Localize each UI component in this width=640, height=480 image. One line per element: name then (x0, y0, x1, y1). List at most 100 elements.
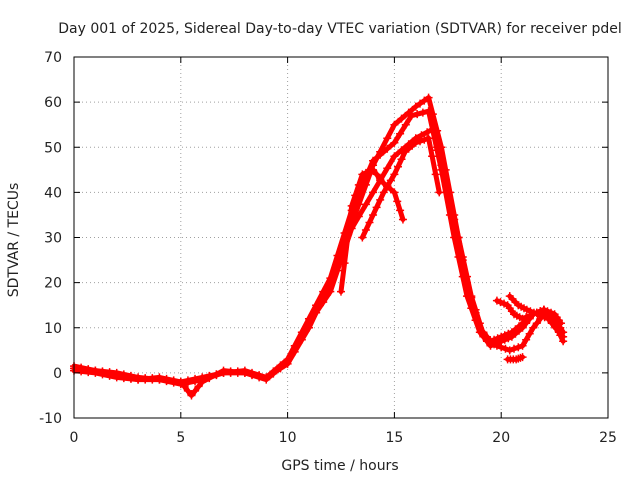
data-point-marker (504, 334, 513, 343)
data-point-marker (304, 319, 313, 328)
data-point-marker (424, 107, 433, 116)
series-track-7 (505, 292, 563, 337)
data-point-marker (337, 287, 345, 296)
data-point-marker (557, 319, 566, 328)
data-point-marker (361, 225, 370, 234)
data-point-marker (376, 174, 385, 183)
data-point-marker (518, 353, 527, 362)
data-point-marker (191, 386, 200, 395)
x-tick-label: 25 (599, 430, 617, 446)
data-point-marker (383, 182, 392, 191)
data-point-marker (155, 373, 164, 382)
data-point-marker (226, 367, 235, 376)
data-point-marker (176, 377, 185, 386)
data-point-marker (212, 370, 221, 379)
data-point-marker (518, 314, 527, 323)
data-point-marker (411, 138, 420, 147)
data-point-marker (411, 102, 420, 111)
data-point-marker (526, 307, 535, 316)
data-point-marker (554, 328, 563, 337)
data-point-marker (525, 329, 534, 338)
data-point-marker (126, 374, 135, 383)
data-point-marker (319, 287, 328, 296)
data-point-marker (397, 155, 406, 164)
data-point-marker (437, 161, 446, 170)
data-point-marker (547, 308, 556, 317)
x-tick-label: 20 (492, 430, 510, 446)
data-point-marker (376, 195, 385, 204)
data-point-marker (383, 144, 392, 153)
data-point-marker (383, 134, 392, 143)
data-point-marker (383, 164, 392, 173)
data-point-marker (416, 99, 425, 108)
data-point-marker (393, 162, 402, 171)
data-point-marker (340, 259, 349, 268)
data-point-marker (119, 372, 128, 381)
data-point-marker (537, 311, 546, 320)
data-point-marker (393, 197, 402, 206)
data-point-marker (372, 203, 381, 212)
data-point-marker (365, 218, 374, 227)
data-point-marker (475, 319, 484, 328)
data-point-marker (423, 128, 432, 137)
data-point-marker (365, 167, 374, 176)
data-point-marker (180, 382, 189, 391)
data-point-marker (398, 215, 407, 224)
data-point-marker (492, 296, 501, 305)
data-point-marker (290, 344, 299, 353)
data-point-marker (488, 338, 497, 347)
y-tick-label: 10 (44, 321, 62, 337)
data-point-marker (551, 323, 560, 332)
data-point-marker (390, 188, 399, 197)
data-point-marker (417, 131, 426, 140)
data-point-marker (386, 176, 395, 185)
data-point-marker (333, 266, 342, 275)
data-point-marker (162, 374, 171, 383)
data-point-marker (319, 298, 328, 307)
data-point-marker (141, 374, 150, 383)
data-point-marker (283, 357, 292, 366)
y-axis-label: SDTVAR / TECUs (6, 183, 22, 298)
data-point-marker (183, 386, 192, 395)
data-point-marker (98, 368, 107, 377)
data-point-marker (407, 111, 416, 120)
data-point-marker (183, 378, 192, 387)
data-point-marker (522, 305, 531, 314)
data-point-marker (559, 337, 568, 346)
data-point-marker (533, 310, 542, 319)
data-point-marker (428, 152, 437, 161)
series-track-5 (358, 134, 444, 242)
data-point-marker (198, 377, 207, 386)
data-point-marker (547, 319, 556, 328)
data-point-marker (510, 344, 519, 353)
data-point-marker (369, 165, 378, 174)
data-point-marker (428, 125, 437, 134)
data-point-marker (518, 341, 527, 350)
series-trace (507, 293, 562, 335)
data-point-marker (435, 188, 444, 197)
data-point-marker (248, 371, 256, 380)
x-axis-label: GPS time / hours (281, 458, 398, 474)
y-tick-label: 60 (44, 95, 62, 111)
data-point-marker (255, 373, 264, 382)
data-point-marker (351, 191, 360, 200)
y-tick-label: -10 (39, 411, 62, 427)
data-point-marker (369, 156, 378, 165)
y-axis-ticks: -10 0 10 20 30 40 50 60 70 (39, 50, 608, 427)
data-point-marker (358, 233, 367, 242)
data-point-marker (418, 108, 427, 117)
data-point-marker (397, 114, 406, 123)
data-point-marker (463, 272, 472, 281)
y-tick-label: 0 (53, 366, 62, 382)
data-point-marker (484, 335, 493, 344)
data-point-marker (543, 307, 552, 316)
data-point-marker (529, 323, 538, 332)
data-point-marker (514, 343, 523, 352)
data-point-marker (112, 371, 121, 380)
data-point-marker (91, 366, 100, 375)
data-point-marker (445, 197, 454, 206)
data-point-marker (361, 168, 370, 177)
data-point-marker (344, 230, 353, 239)
data-point-marker (420, 135, 429, 144)
